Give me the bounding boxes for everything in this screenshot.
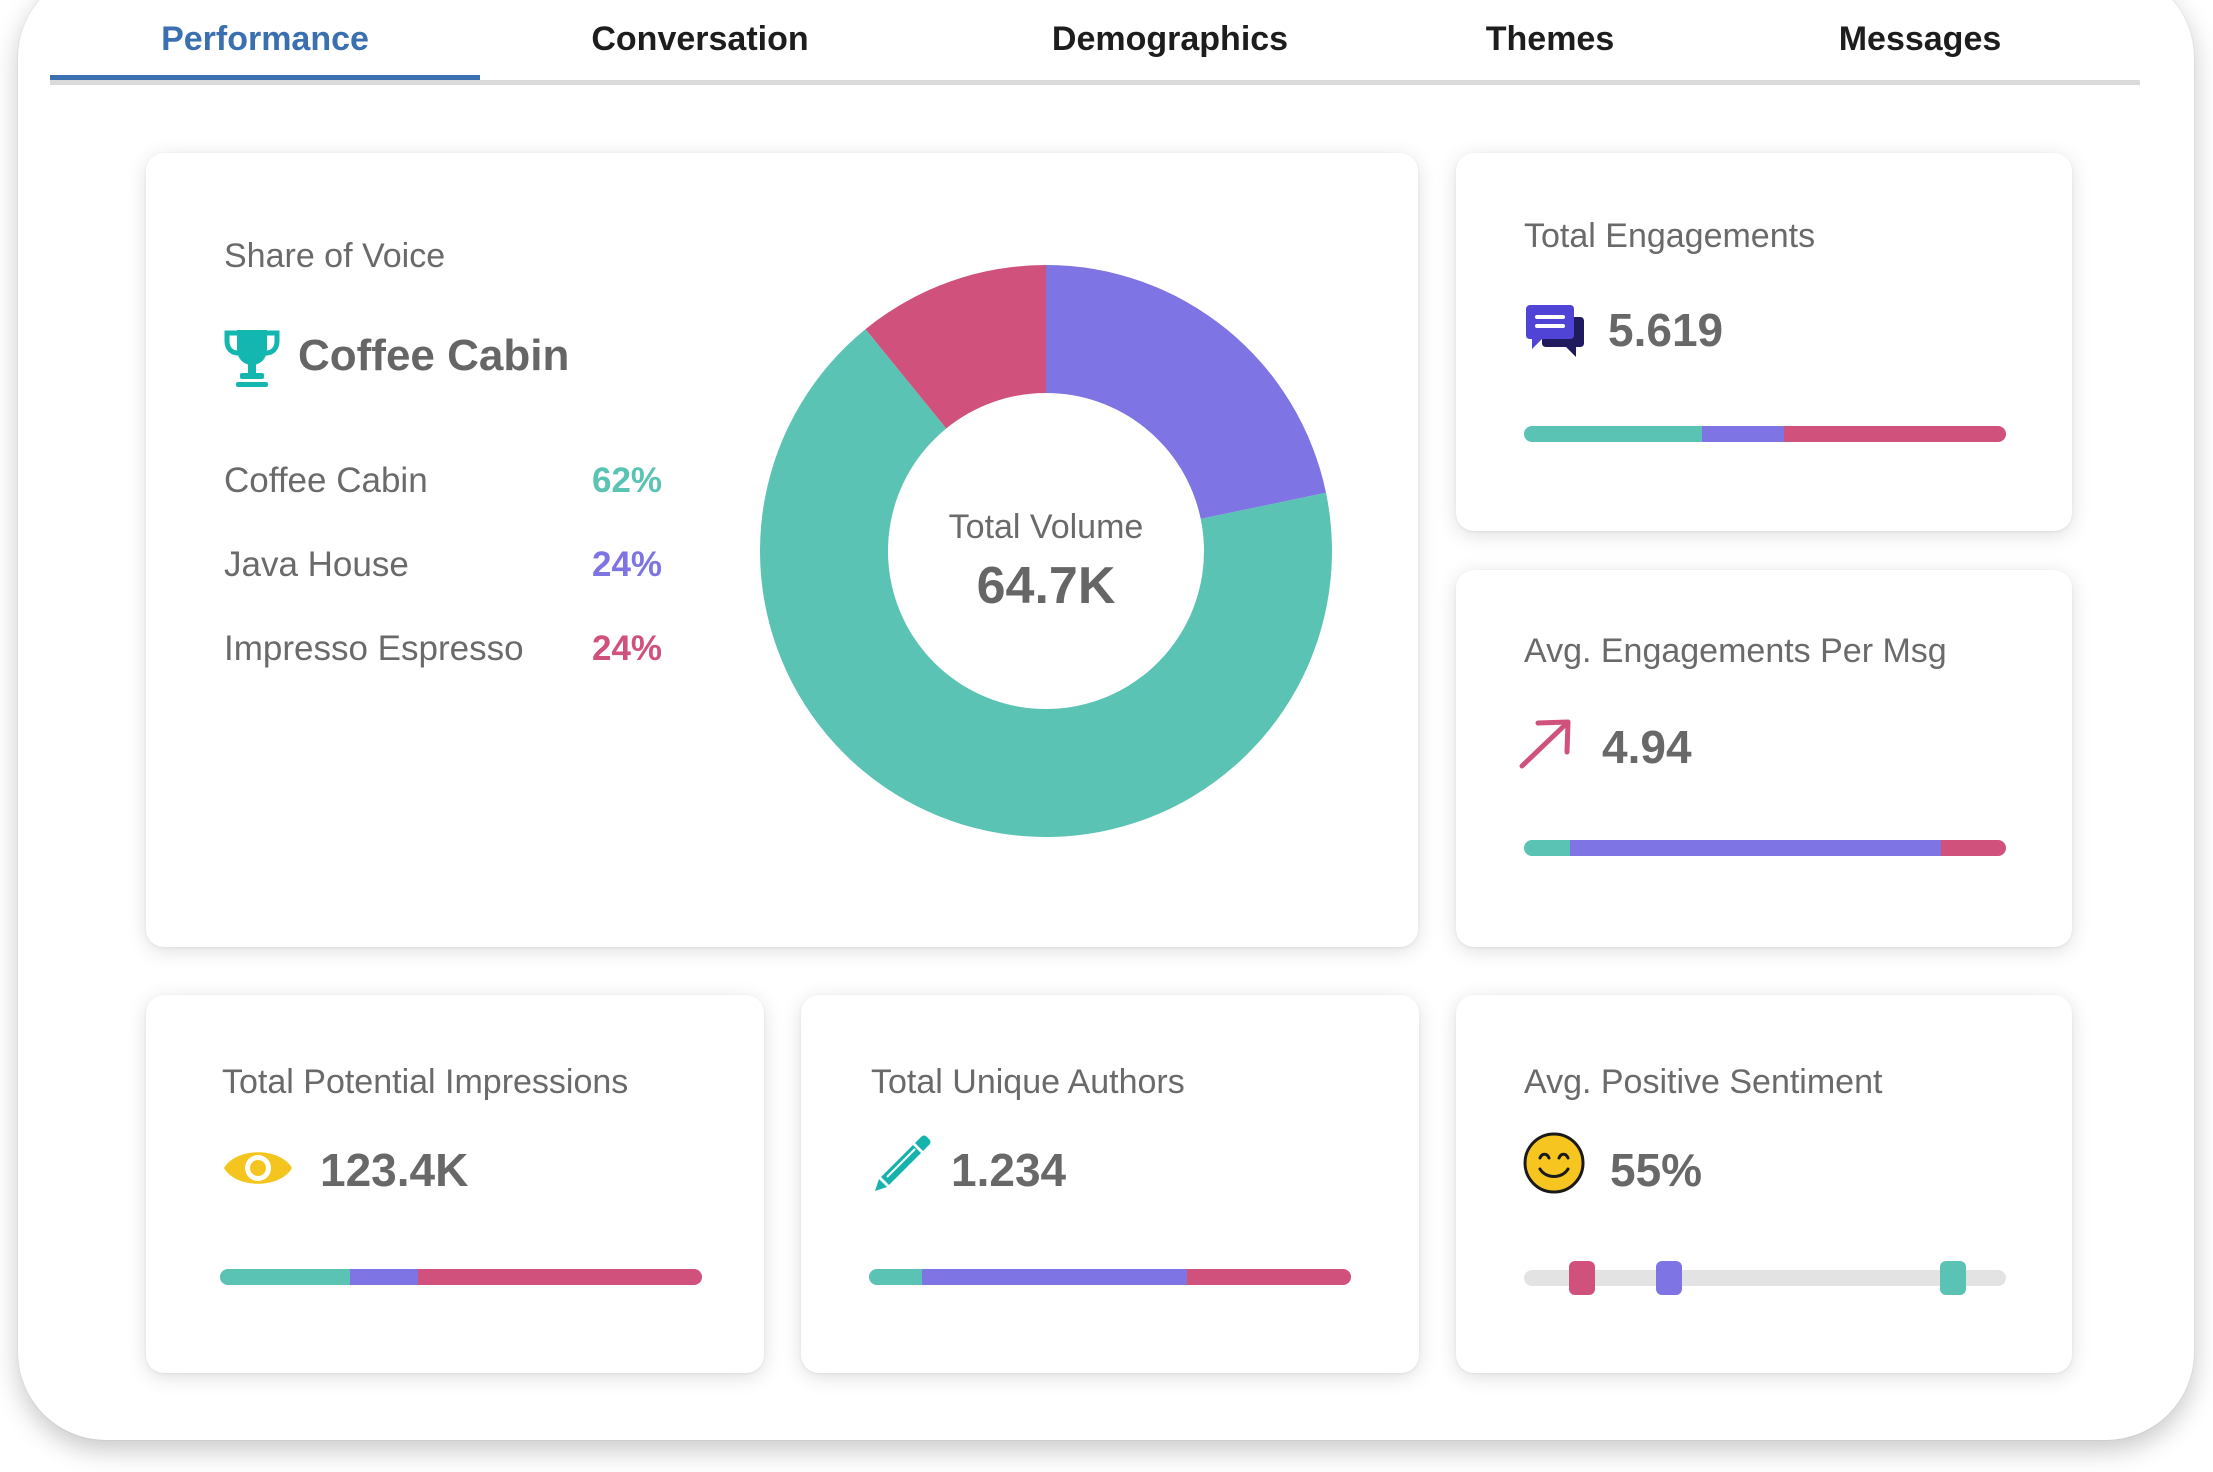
bar-segment-teal: [1524, 426, 1703, 442]
bar-segment-purple: [350, 1269, 418, 1285]
donut-center-label: Total Volume: [949, 508, 1144, 546]
chat-bubbles-icon: [1526, 305, 1584, 357]
engagements-breakdown-bar: [1524, 426, 2006, 442]
card-title: Total Engagements: [1524, 217, 1816, 255]
bar-segment-pink: [1940, 840, 2006, 856]
share-of-voice-card: Share of Voice Coffee Cabin Coffee Cabin…: [146, 153, 1418, 947]
card-title: Total Unique Authors: [871, 1063, 1185, 1101]
positive-sentiment-value: 55%: [1610, 1144, 1703, 1196]
donut-slice-impresso-espresso: [865, 265, 1046, 429]
donut-center-value: 64.7K: [977, 557, 1116, 615]
avg-engagements-card: Avg. Engagements Per Msg 4.94: [1456, 570, 2072, 947]
bar-segment-purple: [922, 1269, 1188, 1285]
leader-brand-name: Coffee Cabin: [298, 331, 570, 380]
sentiment-marker[interactable]: [1655, 1261, 1682, 1295]
avg-engagements-value: 4.94: [1602, 721, 1692, 773]
sentiment-slider-track: [1524, 1261, 2006, 1295]
sentiment-marker[interactable]: [1568, 1261, 1595, 1295]
smiley-face-icon: [1523, 1132, 1585, 1194]
trophy-icon: [224, 330, 280, 387]
brand-name: Impresso Espresso: [224, 629, 524, 668]
card-title: Total Potential Impressions: [222, 1063, 629, 1101]
bar-segment-teal: [1524, 840, 1570, 856]
donut-slice-java-house: [1046, 265, 1327, 519]
brand-share-percent: 24%: [592, 545, 663, 584]
trend-up-arrow-icon: [1519, 719, 1571, 769]
eye-icon: [224, 1152, 292, 1184]
brand-share-percent: 62%: [592, 461, 663, 500]
bar-segment-pink: [417, 1269, 702, 1285]
bar-segment-purple: [1702, 426, 1785, 442]
brand-share-percent: 24%: [592, 629, 663, 668]
authors-breakdown-bar: [869, 1269, 1351, 1285]
positive-sentiment-card: Avg. Positive Sentiment 55%: [1456, 995, 2072, 1373]
bar-segment-purple: [1569, 840, 1941, 856]
bar-segment-pink: [1784, 426, 2006, 442]
avg-engagements-breakdown-bar: [1524, 840, 2006, 856]
brand-name: Coffee Cabin: [224, 461, 428, 500]
tab-bar: Performance Conversation Demographics Th…: [50, 0, 2140, 85]
donut-slice-coffee-cabin: [760, 329, 1332, 837]
brand-name: Java House: [224, 545, 409, 584]
card-title: Avg. Positive Sentiment: [1524, 1063, 1883, 1101]
tab-themes[interactable]: Themes: [1485, 20, 1615, 58]
tab-performance[interactable]: Performance: [161, 20, 369, 58]
share-of-voice-donut-chart: Total Volume 64.7K: [760, 265, 1332, 837]
bar-segment-teal: [220, 1269, 351, 1285]
impressions-breakdown-bar: [220, 1269, 702, 1285]
pencil-icon: [875, 1135, 931, 1191]
total-engagements-value: 5.619: [1608, 304, 1724, 356]
tab-messages[interactable]: Messages: [1838, 20, 2002, 58]
bar-segment-teal: [869, 1269, 923, 1285]
total-impressions-value: 123.4K: [320, 1144, 469, 1196]
bar-segment-pink: [1187, 1269, 1351, 1285]
tab-conversation[interactable]: Conversation: [591, 20, 809, 58]
active-tab-indicator: [50, 75, 480, 80]
unique-authors-card: Total Unique Authors 1.234: [801, 995, 1419, 1373]
card-title: Avg. Engagements Per Msg: [1524, 632, 1947, 670]
total-impressions-card: Total Potential Impressions 123.4K: [146, 995, 764, 1373]
sentiment-marker[interactable]: [1939, 1261, 1966, 1295]
tab-demographics[interactable]: Demographics: [1051, 20, 1289, 58]
total-engagements-card: Total Engagements 5.619: [1456, 153, 2072, 531]
unique-authors-value: 1.234: [951, 1144, 1067, 1196]
card-title: Share of Voice: [224, 237, 446, 275]
